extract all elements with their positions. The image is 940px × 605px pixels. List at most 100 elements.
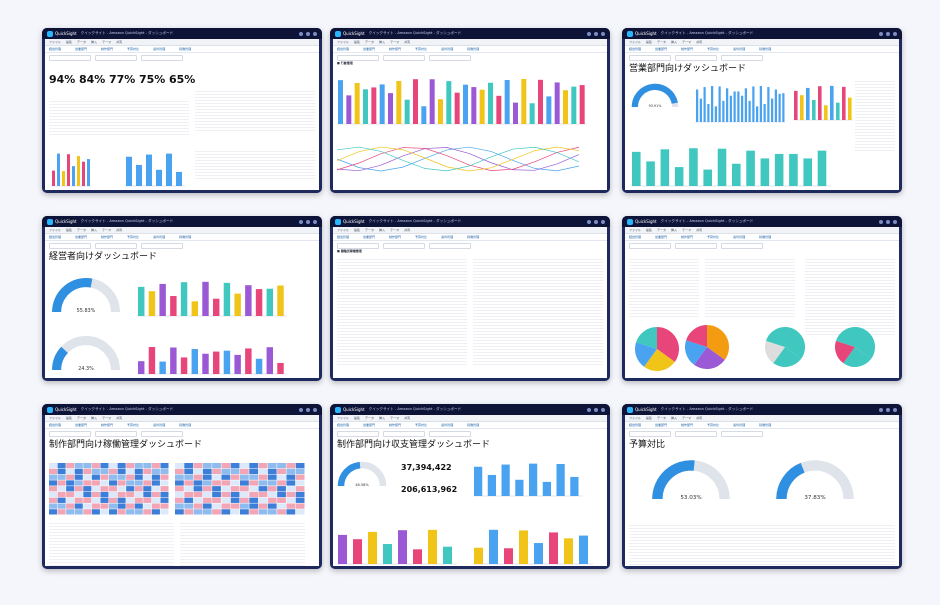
sheet-tab[interactable]: 経営管理 (337, 423, 350, 427)
menu-item[interactable]: データ (365, 40, 375, 44)
menu-item[interactable]: 挿入 (671, 416, 678, 420)
bell-icon[interactable] (306, 407, 310, 412)
bell-icon[interactable] (306, 31, 310, 36)
sheet-tab[interactable]: 予算対比 (707, 423, 720, 427)
settings-icon[interactable] (893, 31, 897, 36)
sheet-tab[interactable]: 稼働管理 (179, 47, 192, 51)
sheet-tab[interactable]: 営業部門 (363, 47, 376, 51)
settings-icon[interactable] (313, 31, 317, 36)
menu-item[interactable]: ファイル (629, 40, 642, 44)
filter-dropdown[interactable] (675, 431, 717, 437)
bell-icon[interactable] (886, 31, 890, 36)
user-icon[interactable] (587, 31, 591, 36)
filter-dropdown[interactable] (721, 431, 763, 437)
filter-dropdown[interactable] (721, 55, 763, 61)
filter-dropdown[interactable] (95, 243, 137, 249)
sheet-tab[interactable]: 経営管理 (337, 235, 350, 239)
filter-dropdown[interactable] (429, 431, 471, 437)
sheet-tab[interactable]: 案件管理 (441, 235, 454, 239)
sheet-tab[interactable]: 稼働管理 (467, 235, 480, 239)
user-icon[interactable] (299, 31, 303, 36)
sheet-tab[interactable]: 経営管理 (49, 423, 62, 427)
menu-item[interactable]: 共有 (404, 40, 411, 44)
sheet-tab[interactable]: 制作部門 (101, 423, 114, 427)
menu-item[interactable]: 編集 (66, 228, 73, 232)
menu-item[interactable]: 編集 (66, 40, 73, 44)
sheet-tab[interactable]: 制作部門 (389, 423, 402, 427)
menu-item[interactable]: テーマ (682, 416, 692, 420)
sheet-tab[interactable]: 経営管理 (629, 235, 642, 239)
filter-dropdown[interactable] (337, 431, 379, 437)
sheet-tab[interactable]: 制作部門 (101, 47, 114, 51)
settings-icon[interactable] (313, 219, 317, 224)
sheet-tab[interactable]: 予算対比 (127, 47, 140, 51)
sheet-tab[interactable]: 予算対比 (707, 47, 720, 51)
sheet-tab[interactable]: 制作部門 (681, 423, 694, 427)
menu-item[interactable]: データ (77, 40, 87, 44)
menu-item[interactable]: ファイル (49, 228, 62, 232)
bell-icon[interactable] (886, 219, 890, 224)
menu-item[interactable]: テーマ (390, 416, 400, 420)
settings-icon[interactable] (601, 407, 605, 412)
dashboard-screenshot-7[interactable]: QuickSight クイックサイト - Amazon QuickSight - … (42, 404, 322, 569)
menu-item[interactable]: データ (657, 416, 667, 420)
menu-item[interactable]: ファイル (49, 416, 62, 420)
sheet-tab[interactable]: 稼働管理 (179, 235, 192, 239)
filter-dropdown[interactable] (675, 55, 717, 61)
menu-item[interactable]: データ (365, 416, 375, 420)
menu-item[interactable]: ファイル (49, 40, 62, 44)
sheet-tab[interactable]: 案件管理 (153, 423, 166, 427)
sheet-tab[interactable]: 経営管理 (49, 235, 62, 239)
menu-item[interactable]: ファイル (629, 228, 642, 232)
sheet-tab[interactable]: 制作部門 (389, 47, 402, 51)
filter-dropdown[interactable] (141, 431, 183, 437)
menu-item[interactable]: テーマ (102, 40, 112, 44)
menu-item[interactable]: 挿入 (91, 416, 98, 420)
menu-item[interactable]: 共有 (404, 416, 411, 420)
user-icon[interactable] (879, 219, 883, 224)
filter-dropdown[interactable] (49, 55, 91, 61)
filter-dropdown[interactable] (49, 243, 91, 249)
bell-icon[interactable] (594, 31, 598, 36)
menu-item[interactable]: 挿入 (379, 228, 386, 232)
sheet-tab[interactable]: 制作部門 (101, 235, 114, 239)
menu-item[interactable]: データ (657, 228, 667, 232)
menu-item[interactable]: 共有 (696, 40, 703, 44)
bell-icon[interactable] (594, 219, 598, 224)
menu-item[interactable]: 編集 (354, 228, 361, 232)
filter-dropdown[interactable] (337, 243, 379, 249)
sheet-tab[interactable]: 経営管理 (49, 47, 62, 51)
menu-item[interactable]: 編集 (646, 416, 653, 420)
filter-dropdown[interactable] (629, 431, 671, 437)
sheet-tab[interactable]: 稼働管理 (759, 423, 772, 427)
bell-icon[interactable] (594, 407, 598, 412)
sheet-tab[interactable]: 営業部門 (75, 47, 88, 51)
menu-item[interactable]: 共有 (696, 228, 703, 232)
dashboard-screenshot-8[interactable]: QuickSight クイックサイト - Amazon QuickSight - … (330, 404, 610, 569)
sheet-tab[interactable]: 経営管理 (629, 423, 642, 427)
menu-item[interactable]: テーマ (682, 40, 692, 44)
filter-dropdown[interactable] (141, 55, 183, 61)
sheet-tab[interactable]: 制作部門 (389, 235, 402, 239)
sheet-tab[interactable]: 予算対比 (127, 235, 140, 239)
sheet-tab[interactable]: 経営管理 (337, 47, 350, 51)
filter-dropdown[interactable] (383, 431, 425, 437)
sheet-tab[interactable]: 稼働管理 (179, 423, 192, 427)
sheet-tab[interactable]: 案件管理 (153, 235, 166, 239)
sheet-tab[interactable]: 案件管理 (153, 47, 166, 51)
menu-item[interactable]: 編集 (66, 416, 73, 420)
user-icon[interactable] (587, 407, 591, 412)
filter-dropdown[interactable] (429, 55, 471, 61)
filter-dropdown[interactable] (383, 243, 425, 249)
settings-icon[interactable] (601, 219, 605, 224)
sheet-tab[interactable]: 営業部門 (655, 423, 668, 427)
dashboard-screenshot-4[interactable]: QuickSight クイックサイト - Amazon QuickSight - … (42, 216, 322, 381)
menu-item[interactable]: テーマ (682, 228, 692, 232)
dashboard-screenshot-5[interactable]: QuickSight クイックサイト - Amazon QuickSight - … (330, 216, 610, 381)
sheet-tab[interactable]: 案件管理 (441, 423, 454, 427)
sheet-tab[interactable]: 営業部門 (75, 235, 88, 239)
sheet-tab[interactable]: 営業部門 (655, 235, 668, 239)
sheet-tab[interactable]: 営業部門 (363, 235, 376, 239)
dashboard-screenshot-2[interactable]: QuickSight クイックサイト - Amazon QuickSight - … (330, 28, 610, 193)
sheet-tab[interactable]: 制作部門 (681, 235, 694, 239)
